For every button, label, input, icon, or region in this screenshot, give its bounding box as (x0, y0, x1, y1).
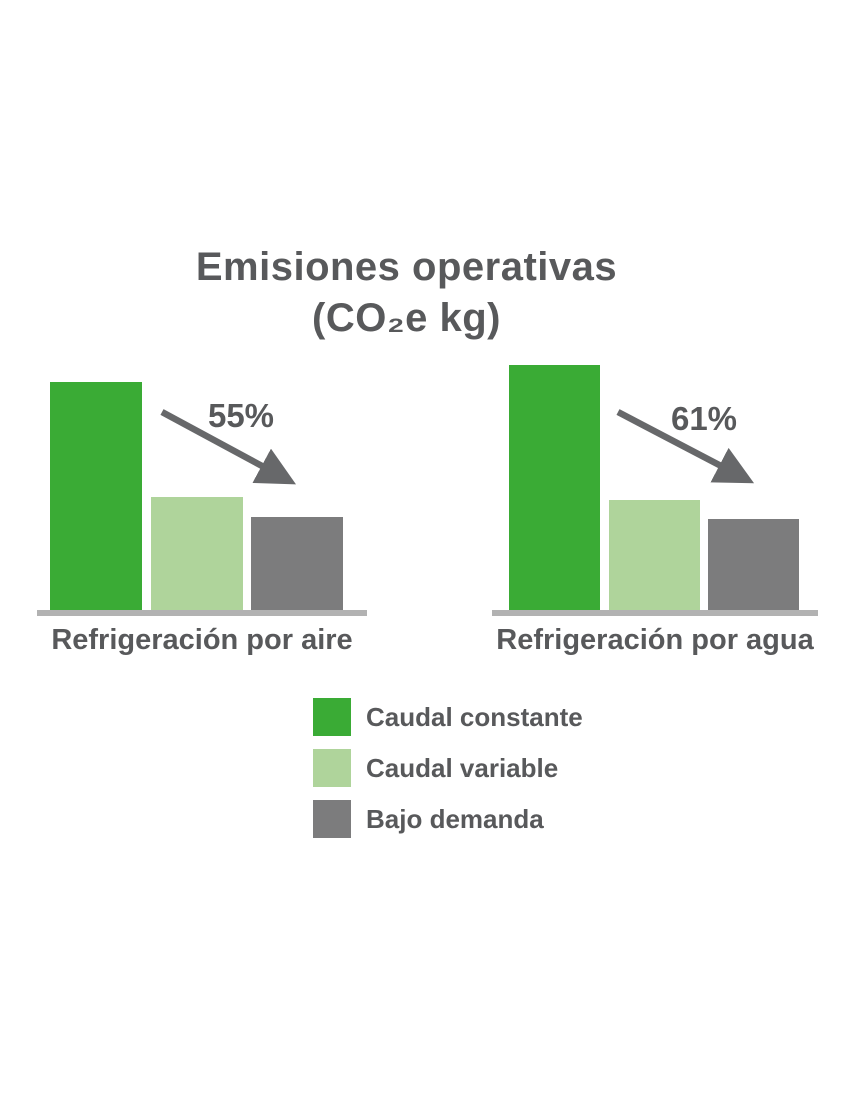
x-axis-baseline-agua (492, 610, 818, 616)
bars-agua (492, 360, 818, 616)
legend-label-caudal-variable: Caudal variable (366, 752, 559, 783)
bar-constant_flow (509, 365, 600, 610)
chart-title-line1: Emisiones operativas (195, 245, 618, 289)
bar-variable_flow (609, 500, 700, 610)
legend-item-caudal-variable: Caudal variable (313, 749, 583, 787)
chart-group-refrigeracion-por-agua: 61% Refrigeración por agua (492, 360, 818, 656)
chart-title-line2: (CO₂e kg) (312, 296, 501, 340)
legend-swatch-lightgreen-icon (313, 749, 351, 787)
chart-group-refrigeracion-por-aire: 55% Refrigeración por aire (37, 360, 367, 656)
group-label-agua: Refrigeración por agua (496, 624, 814, 656)
bar-on_demand (708, 519, 799, 610)
legend-swatch-green-icon (313, 698, 351, 736)
bars-aire (37, 360, 367, 616)
bar-constant_flow (50, 382, 142, 610)
reduction-label-aire: 55% (207, 397, 275, 434)
legend: Caudal constante Caudal variable Bajo de… (313, 698, 583, 851)
legend-swatch-gray-icon (313, 800, 351, 838)
legend-item-bajo-demanda: Bajo demanda (313, 800, 583, 838)
reduction-label-agua: 61% (670, 400, 738, 437)
bar-on_demand (251, 517, 343, 610)
group-label-aire: Refrigeración por aire (51, 624, 353, 656)
legend-label-caudal-constante: Caudal constante (366, 701, 583, 732)
legend-item-caudal-constante: Caudal constante (313, 698, 583, 736)
x-axis-baseline-aire (37, 610, 367, 616)
bar-variable_flow (151, 497, 243, 610)
legend-label-bajo-demanda: Bajo demanda (366, 803, 544, 834)
chart-title: Emisiones operativas (CO₂e kg) (0, 242, 813, 344)
